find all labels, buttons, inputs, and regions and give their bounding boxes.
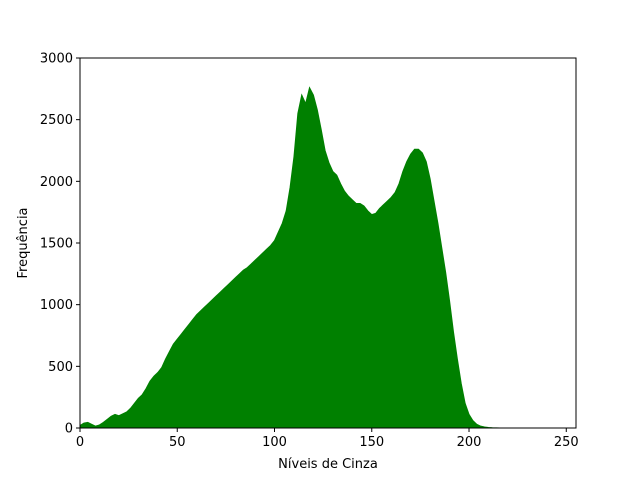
- x-tick-label: 50: [169, 435, 186, 450]
- x-tick-label: 100: [262, 435, 287, 450]
- y-tick-label: 1000: [40, 298, 73, 313]
- y-tick-label: 0: [65, 422, 73, 437]
- y-tick-label: 2000: [40, 175, 73, 190]
- y-tick-label: 3000: [40, 52, 73, 67]
- y-axis-label: Frequência: [16, 207, 31, 278]
- x-tick-label: 150: [359, 435, 384, 450]
- x-tick-label: 0: [76, 435, 84, 450]
- histogram-area-series-0: [79, 86, 576, 429]
- y-tick-label: 500: [48, 360, 73, 375]
- x-axis-label: Níveis de Cinza: [278, 457, 378, 472]
- y-tick-label: 2500: [40, 113, 73, 128]
- x-tick-label: 250: [554, 435, 579, 450]
- x-tick-label: 200: [457, 435, 482, 450]
- y-tick-label: 1500: [40, 237, 73, 252]
